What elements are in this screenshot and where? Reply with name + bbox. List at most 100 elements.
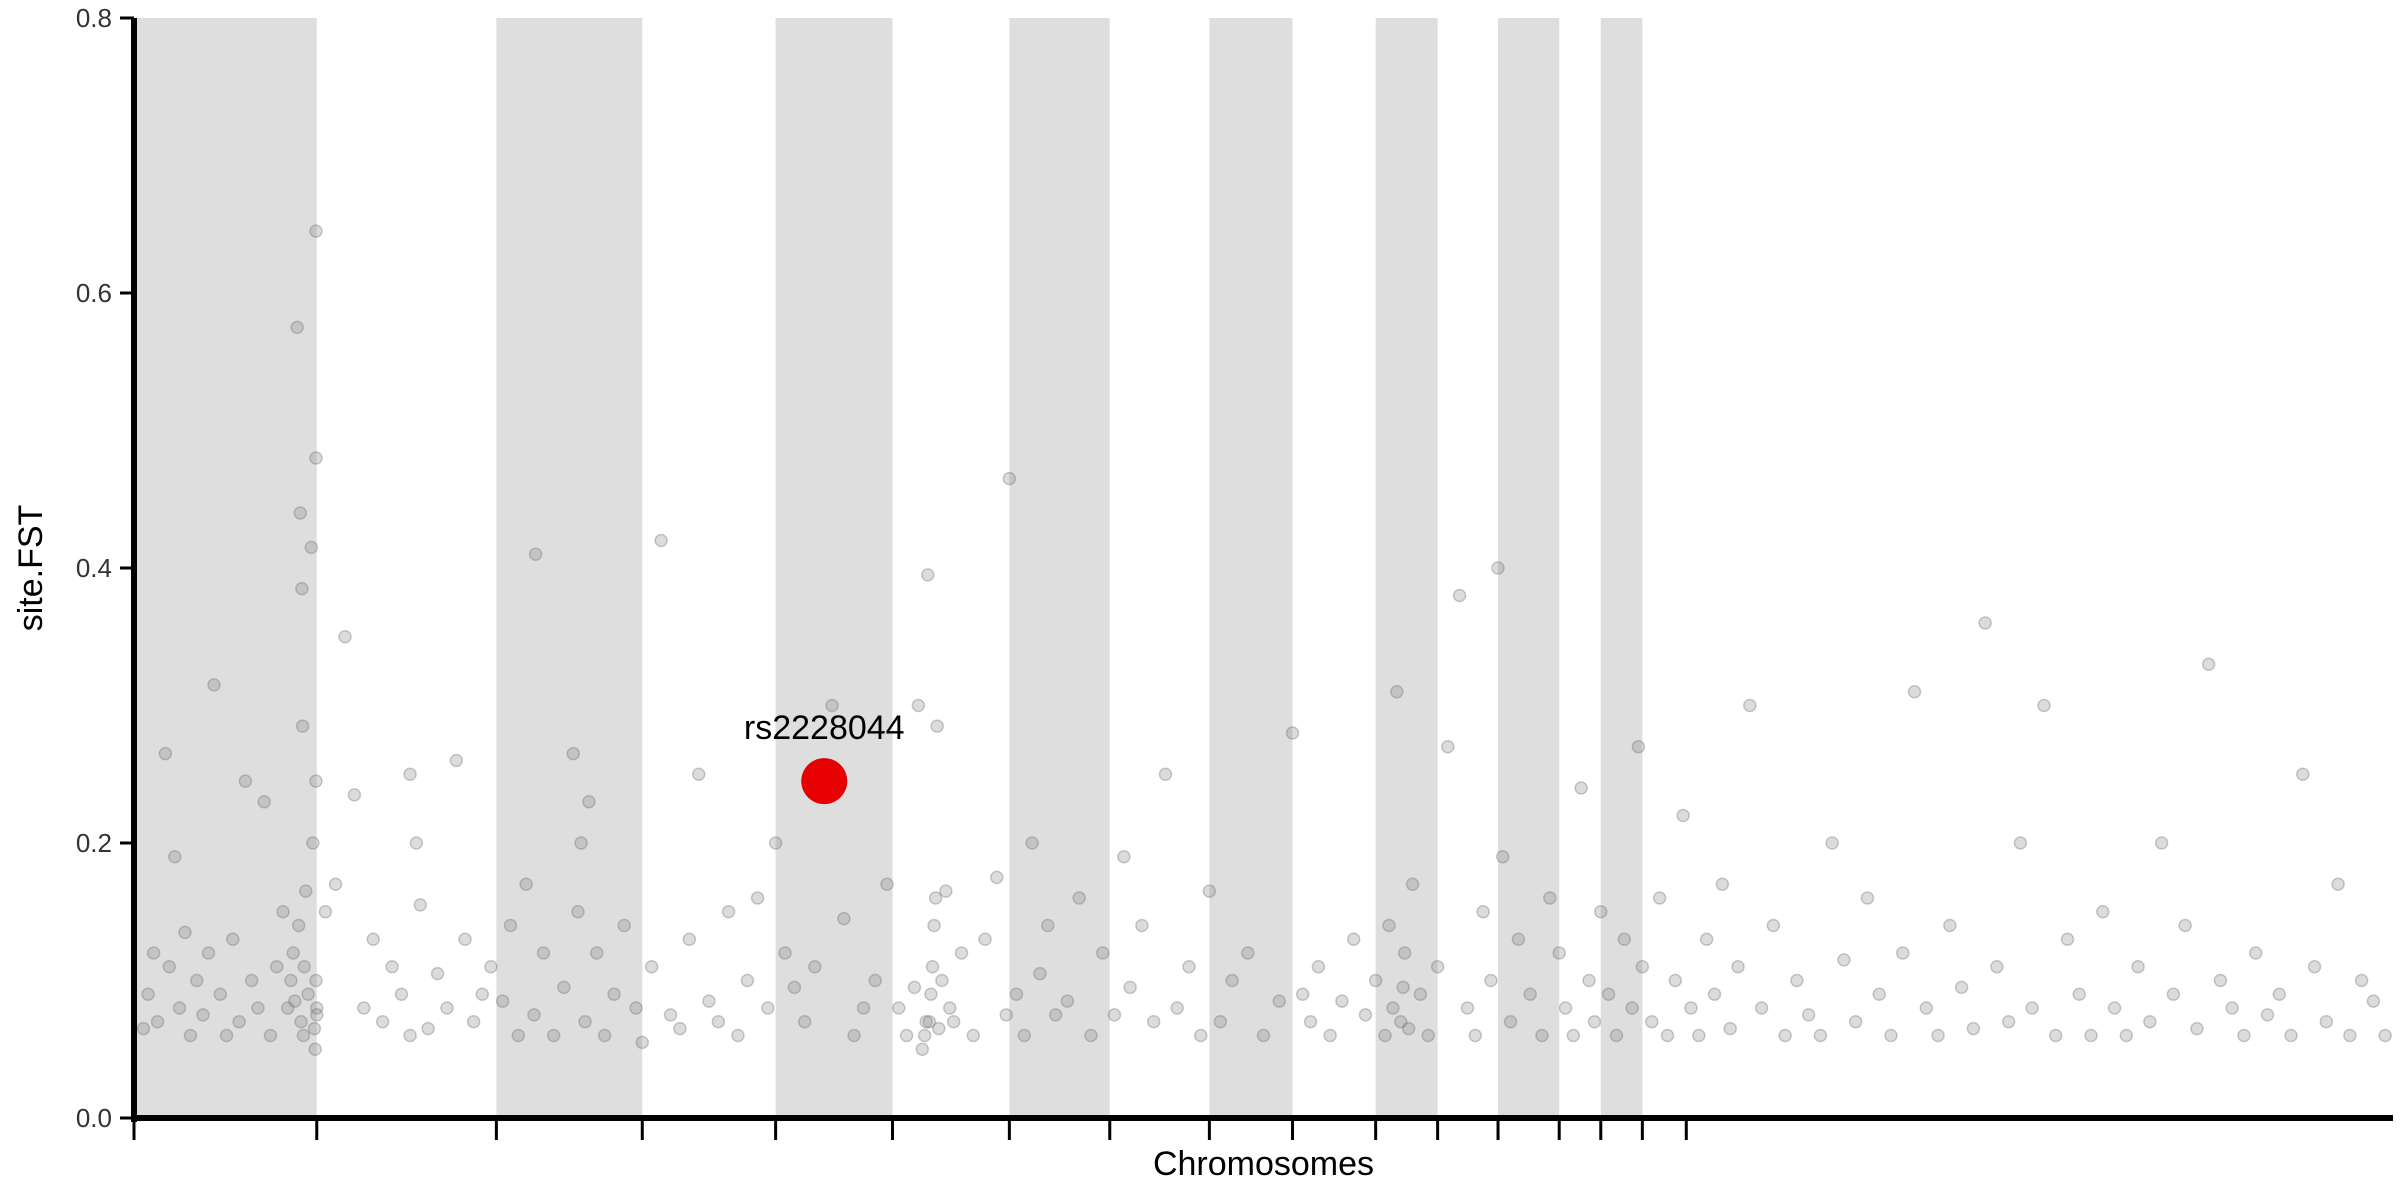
data-point bbox=[1825, 836, 1839, 850]
data-point bbox=[578, 1015, 592, 1029]
data-point bbox=[1645, 1015, 1659, 1029]
data-point bbox=[309, 973, 323, 988]
data-point bbox=[309, 774, 323, 788]
data-point bbox=[1430, 960, 1445, 974]
data-point bbox=[663, 1008, 678, 1022]
data-point bbox=[1491, 561, 1505, 575]
data-point bbox=[999, 1008, 1013, 1022]
data-point bbox=[403, 1028, 417, 1043]
data-point bbox=[1396, 980, 1410, 995]
data-point bbox=[1601, 987, 1616, 1001]
data-point bbox=[304, 540, 319, 555]
data-point bbox=[1170, 1001, 1184, 1015]
data-point bbox=[1117, 850, 1131, 864]
y-axis-title: site.FST bbox=[12, 505, 50, 632]
data-point bbox=[1041, 918, 1055, 933]
data-point bbox=[409, 836, 424, 850]
data-point bbox=[2096, 905, 2110, 919]
data-point bbox=[1202, 884, 1217, 898]
data-point bbox=[297, 960, 311, 974]
data-point bbox=[338, 630, 352, 644]
data-point bbox=[1033, 966, 1047, 981]
data-point bbox=[2307, 960, 2322, 974]
data-point bbox=[1943, 918, 1957, 933]
data-point bbox=[761, 1001, 775, 1015]
data-point bbox=[1303, 1015, 1318, 1029]
data-point bbox=[1594, 905, 1608, 919]
data-point bbox=[915, 1042, 930, 1056]
data-point bbox=[347, 788, 362, 802]
data-point bbox=[571, 905, 585, 919]
data-point bbox=[825, 698, 839, 713]
data-point bbox=[1754, 1001, 1769, 1015]
data-point bbox=[2131, 960, 2145, 974]
data-point bbox=[2319, 1015, 2334, 1029]
data-point bbox=[880, 877, 894, 891]
data-point bbox=[917, 1028, 932, 1043]
data-point bbox=[207, 678, 221, 692]
data-point bbox=[574, 836, 588, 850]
data-point bbox=[1954, 980, 1969, 995]
data-point bbox=[375, 1015, 390, 1029]
data-point bbox=[1966, 1021, 1981, 1036]
chromosome-band bbox=[775, 18, 893, 1118]
chromosome-band bbox=[134, 18, 317, 1118]
data-point bbox=[1587, 1015, 1602, 1029]
data-point bbox=[308, 1042, 322, 1056]
chromosome-band bbox=[496, 18, 643, 1118]
data-point bbox=[907, 980, 922, 995]
data-point bbox=[1837, 953, 1851, 967]
data-point bbox=[2178, 918, 2192, 933]
data-point bbox=[1860, 891, 1875, 905]
data-point bbox=[868, 973, 882, 988]
data-point bbox=[1323, 1028, 1337, 1043]
data-point bbox=[566, 746, 580, 761]
data-point bbox=[1635, 960, 1650, 974]
data-point bbox=[797, 1015, 812, 1029]
data-point bbox=[251, 1001, 265, 1015]
data-point bbox=[1386, 1001, 1400, 1015]
data-point bbox=[1017, 1028, 1032, 1043]
data-point bbox=[1476, 905, 1490, 919]
data-point bbox=[692, 767, 706, 781]
data-point bbox=[527, 1008, 541, 1022]
data-point bbox=[310, 1001, 324, 1015]
data-point bbox=[1558, 1001, 1573, 1015]
data-point bbox=[2272, 987, 2287, 1001]
data-point bbox=[421, 1021, 435, 1036]
data-point bbox=[150, 1015, 165, 1029]
data-point bbox=[1919, 1001, 1934, 1015]
data-point bbox=[966, 1028, 981, 1043]
data-point bbox=[1566, 1028, 1581, 1043]
data-point bbox=[1684, 1001, 1698, 1015]
data-point bbox=[673, 1021, 687, 1036]
data-point bbox=[475, 987, 490, 1001]
data-point bbox=[2237, 1028, 2251, 1043]
data-point bbox=[1182, 960, 1196, 974]
data-point bbox=[778, 946, 792, 960]
data-point bbox=[1931, 1028, 1945, 1043]
data-point bbox=[922, 1015, 937, 1029]
data-point bbox=[1652, 891, 1667, 905]
data-point bbox=[1715, 877, 1730, 891]
data-point bbox=[557, 980, 571, 995]
data-point bbox=[617, 918, 631, 933]
chromosome-bands bbox=[134, 18, 1643, 1118]
data-point bbox=[244, 973, 259, 988]
data-point bbox=[519, 877, 533, 891]
data-point bbox=[290, 320, 304, 335]
data-point bbox=[1801, 1008, 1816, 1022]
data-point bbox=[1311, 960, 1326, 974]
data-point bbox=[911, 698, 926, 713]
data-point bbox=[190, 973, 204, 988]
data-point bbox=[2354, 973, 2369, 988]
data-point bbox=[158, 746, 173, 761]
y-tick-label: 0.8 bbox=[76, 3, 112, 33]
data-point bbox=[582, 795, 596, 809]
data-point bbox=[1907, 685, 1922, 699]
data-point bbox=[925, 960, 940, 974]
data-point bbox=[1707, 987, 1722, 1001]
data-point bbox=[284, 973, 298, 988]
data-point bbox=[1413, 987, 1428, 1001]
data-point bbox=[458, 932, 472, 946]
